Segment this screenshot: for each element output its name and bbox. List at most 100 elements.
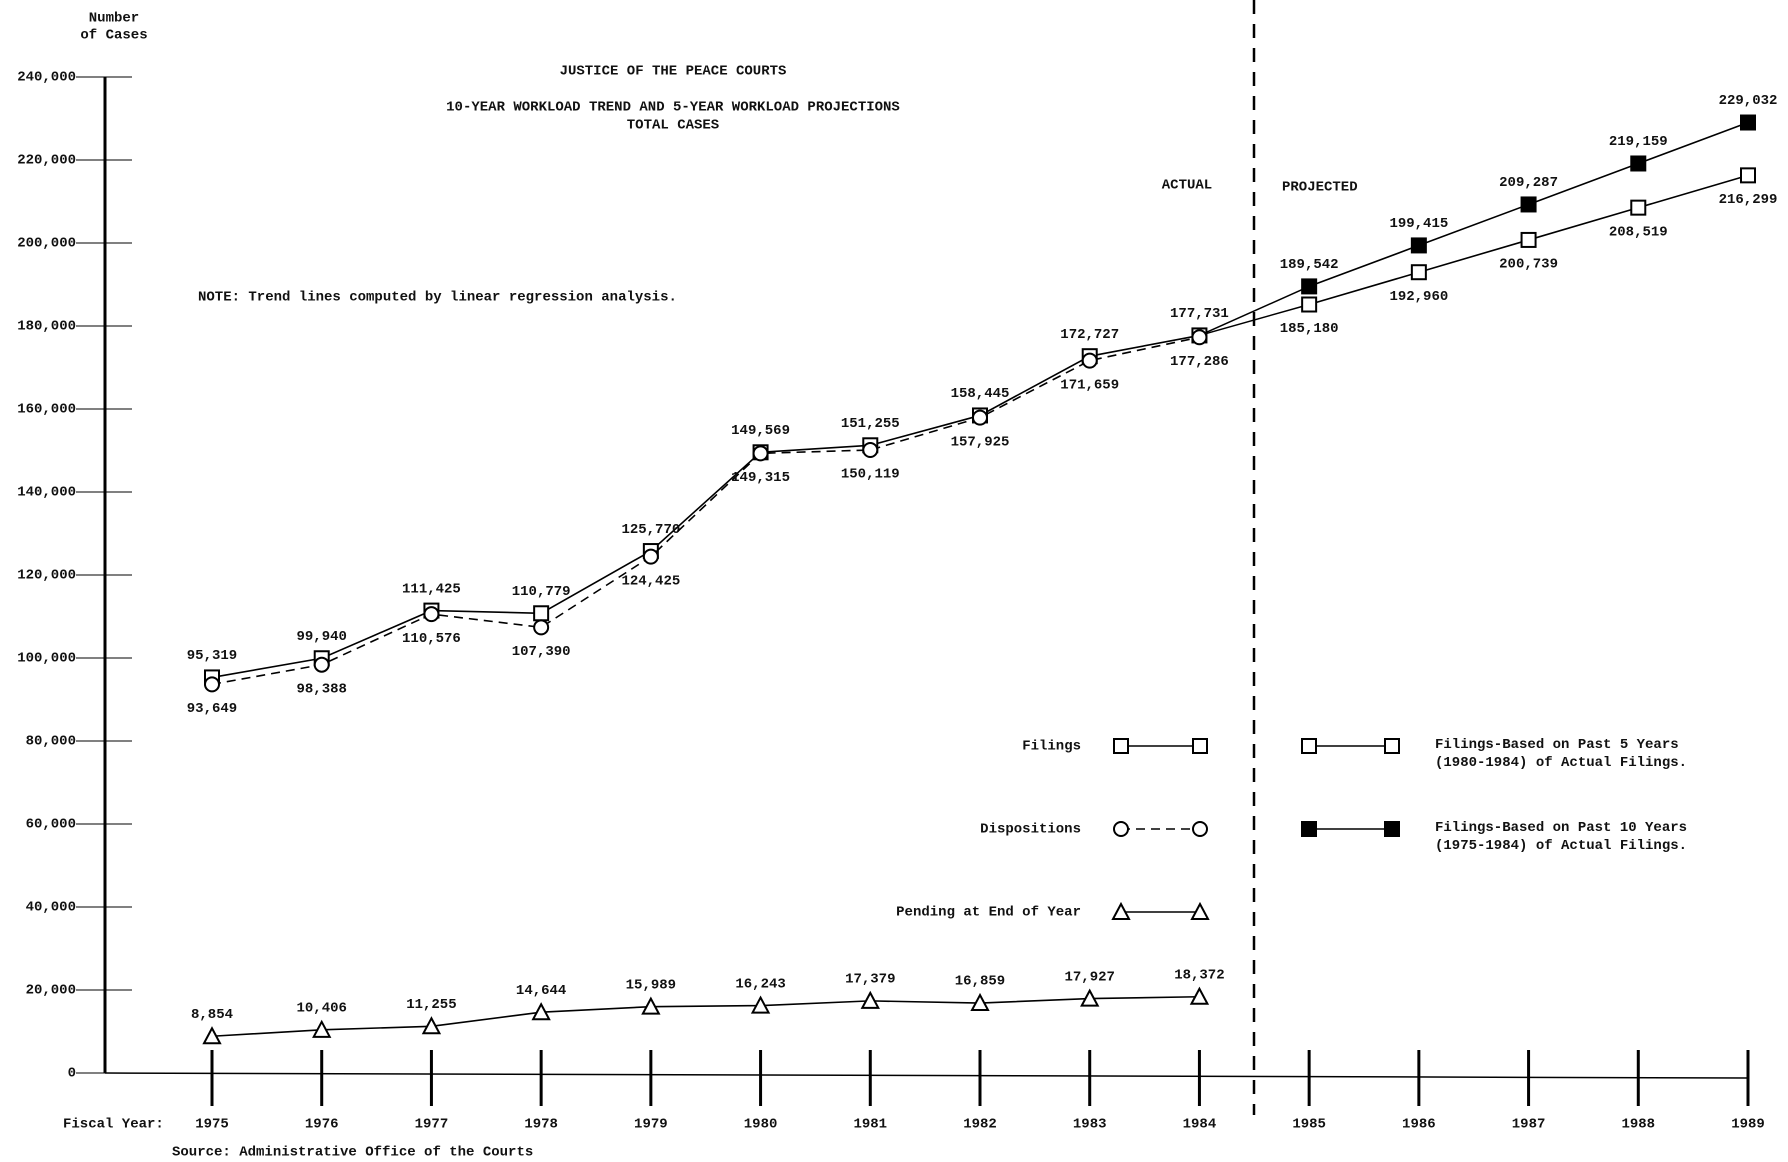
- x-tick-label: 1986: [1402, 1117, 1436, 1133]
- data-point: [531, 1002, 551, 1021]
- data-point: [1301, 278, 1318, 295]
- data-label: 15,989: [626, 977, 676, 993]
- data-label: 219,159: [1609, 134, 1668, 150]
- data-label: 110,779: [512, 584, 571, 600]
- data-point: [533, 619, 550, 636]
- data-point: [202, 1026, 222, 1045]
- data-point: [204, 676, 220, 693]
- projection-connector: [1199, 303, 1310, 337]
- y-tick-label: 160,000: [17, 402, 76, 418]
- data-point: [1191, 329, 1208, 346]
- data-point: [1189, 986, 1210, 1005]
- data-label: 16,243: [735, 976, 785, 992]
- data-point: [642, 548, 659, 565]
- data-point: [1520, 196, 1537, 213]
- x-tick-label: 1975: [195, 1117, 229, 1133]
- x-tick-label: 1981: [853, 1117, 887, 1133]
- data-point: [1410, 237, 1427, 254]
- data-label: 8,854: [191, 1007, 233, 1023]
- chart-subtitle: 10-YEAR WORKLOAD TREND AND 5-YEAR WORKLO…: [446, 100, 900, 116]
- data-label: 93,649: [187, 701, 237, 717]
- data-label: 208,519: [1609, 224, 1668, 240]
- chart-subtitle: TOTAL CASES: [627, 118, 719, 134]
- data-point: [641, 996, 661, 1015]
- legend-marker: [1301, 738, 1317, 754]
- data-label: 171,659: [1060, 377, 1119, 393]
- data-point: [1410, 264, 1427, 281]
- y-axis-label: of Cases: [80, 28, 147, 44]
- note: NOTE: Trend lines computed by linear reg…: [198, 290, 677, 306]
- legend-label: Pending at End of Year: [896, 905, 1081, 921]
- data-point: [1520, 231, 1537, 248]
- data-point: [1740, 114, 1756, 131]
- y-tick-label: 240,000: [17, 70, 76, 86]
- data-label: 229,032: [1719, 93, 1778, 109]
- data-label: 98,388: [297, 681, 347, 697]
- series-line: [211, 336, 1200, 686]
- data-label: 149,569: [731, 423, 790, 439]
- legend-marker: [1384, 821, 1400, 837]
- x-tick-label: 1976: [305, 1117, 339, 1133]
- data-point: [423, 606, 440, 623]
- data-point: [313, 656, 330, 673]
- x-tick-label: 1987: [1512, 1117, 1546, 1133]
- legend-marker: [1301, 821, 1317, 837]
- data-label: 151,255: [841, 416, 900, 432]
- data-point: [1630, 155, 1647, 172]
- y-tick-label: 120,000: [17, 568, 76, 584]
- data-label: 18,372: [1174, 967, 1224, 983]
- y-tick-label: 140,000: [17, 485, 76, 501]
- y-tick-label: 20,000: [26, 983, 76, 999]
- y-tick-label: 180,000: [17, 319, 76, 335]
- x-tick-label: 1980: [744, 1117, 778, 1133]
- data-point: [533, 605, 550, 622]
- data-point: [1080, 988, 1100, 1007]
- y-tick-label: 60,000: [26, 817, 76, 833]
- data-label: 149,315: [731, 470, 790, 486]
- data-label: 14,644: [516, 983, 566, 999]
- x-axis-label: Fiscal Year:: [63, 1117, 164, 1133]
- y-tick-label: 200,000: [17, 236, 76, 252]
- data-point: [972, 409, 988, 426]
- data-label: 125,770: [621, 522, 680, 538]
- data-label: 11,255: [406, 997, 456, 1013]
- chart-title: JUSTICE OF THE PEACE COURTS: [560, 64, 787, 80]
- legend-marker: [1384, 738, 1400, 754]
- x-tick-label: 1978: [524, 1117, 558, 1133]
- data-label: 150,119: [841, 467, 900, 483]
- x-tick-label: 1982: [963, 1117, 997, 1133]
- data-label: 192,960: [1389, 289, 1448, 305]
- legend-marker: [1190, 901, 1210, 920]
- data-label: 17,927: [1065, 969, 1115, 985]
- data-label: 177,286: [1170, 354, 1229, 370]
- data-point: [312, 1019, 332, 1038]
- data-label: 216,299: [1719, 192, 1778, 208]
- data-label: 95,319: [187, 648, 237, 664]
- data-label: 107,390: [512, 644, 571, 660]
- data-label: 16,859: [955, 974, 1005, 990]
- y-tick-label: 0: [68, 1066, 76, 1082]
- legend-label: Filings: [1022, 739, 1081, 755]
- data-label: 111,425: [402, 581, 461, 597]
- data-label: 189,542: [1280, 257, 1339, 273]
- data-point: [1630, 199, 1647, 216]
- x-axis: [104, 1072, 1749, 1079]
- data-label: 10,406: [297, 1001, 347, 1017]
- data-point: [1740, 167, 1756, 184]
- y-axis-label: Number: [89, 11, 139, 27]
- data-label: 99,940: [297, 629, 347, 645]
- y-tick-label: 100,000: [17, 651, 76, 667]
- x-tick-label: 1979: [634, 1117, 668, 1133]
- x-tick-label: 1984: [1183, 1117, 1217, 1133]
- data-label: 110,576: [402, 631, 461, 647]
- data-label: 157,925: [951, 434, 1010, 450]
- data-label: 209,287: [1499, 175, 1558, 191]
- data-label: 158,445: [951, 386, 1010, 402]
- legend-marker: [1113, 738, 1129, 754]
- period-label: ACTUAL: [1162, 178, 1212, 194]
- legend-label: Dispositions: [980, 822, 1081, 838]
- y-tick-label: 40,000: [26, 900, 76, 916]
- series-line: [211, 995, 1200, 1038]
